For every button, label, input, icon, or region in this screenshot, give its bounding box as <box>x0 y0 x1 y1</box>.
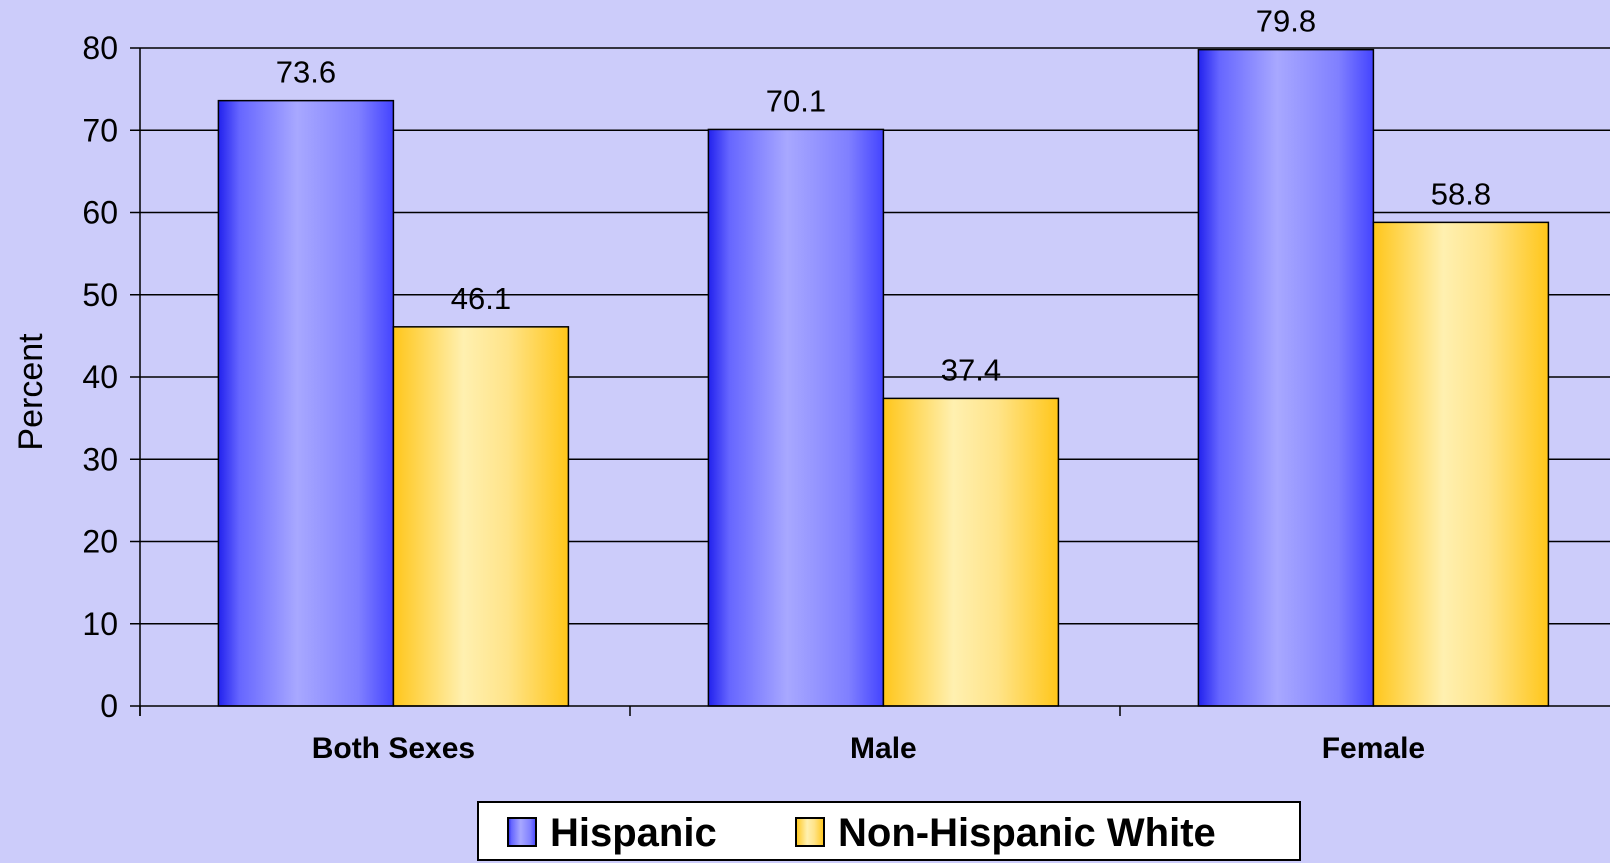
data-label: 73.6 <box>276 55 336 90</box>
data-label: 37.4 <box>941 352 1001 387</box>
y-tick-label: 40 <box>82 359 118 395</box>
legend-swatch <box>795 817 825 847</box>
legend-swatch <box>507 817 537 847</box>
category-label: Both Sexes <box>312 732 475 765</box>
y-tick-label: 60 <box>82 195 118 231</box>
bar <box>882 397 1060 707</box>
y-tick-label: 20 <box>82 524 118 560</box>
data-label: 46.1 <box>451 281 511 316</box>
axes <box>139 48 1610 716</box>
y-axis-ticks: 0 10 20 30 40 50 60 70 80 <box>82 30 140 724</box>
bar <box>217 99 395 707</box>
data-label: 79.8 <box>1256 4 1316 39</box>
bar <box>1197 48 1375 707</box>
category-label: Male <box>850 732 917 765</box>
category-label: Female <box>1322 732 1425 765</box>
data-label: 58.8 <box>1431 176 1491 211</box>
y-tick-label: 70 <box>82 112 118 148</box>
legend-label: Hispanic <box>550 811 717 855</box>
data-labels: 73.6 46.1 70.1 37.4 79.8 58.8 <box>276 4 1491 388</box>
y-tick-label: 80 <box>82 30 118 66</box>
category-labels: Both Sexes Male Female <box>312 732 1425 765</box>
y-axis-title: Percent <box>12 333 50 451</box>
legend: Hispanic Non-Hispanic White <box>477 801 1301 861</box>
bars <box>217 48 1550 707</box>
y-tick-label: 50 <box>82 277 118 313</box>
legend-box <box>477 801 1301 861</box>
y-tick-label: 30 <box>82 441 118 477</box>
y-tick-label: 0 <box>100 688 118 724</box>
legend-label: Non-Hispanic White <box>838 811 1216 855</box>
bar <box>707 128 885 707</box>
bar <box>1372 221 1550 707</box>
y-tick-label: 10 <box>82 606 118 642</box>
bar <box>392 326 570 707</box>
data-label: 70.1 <box>766 83 826 118</box>
